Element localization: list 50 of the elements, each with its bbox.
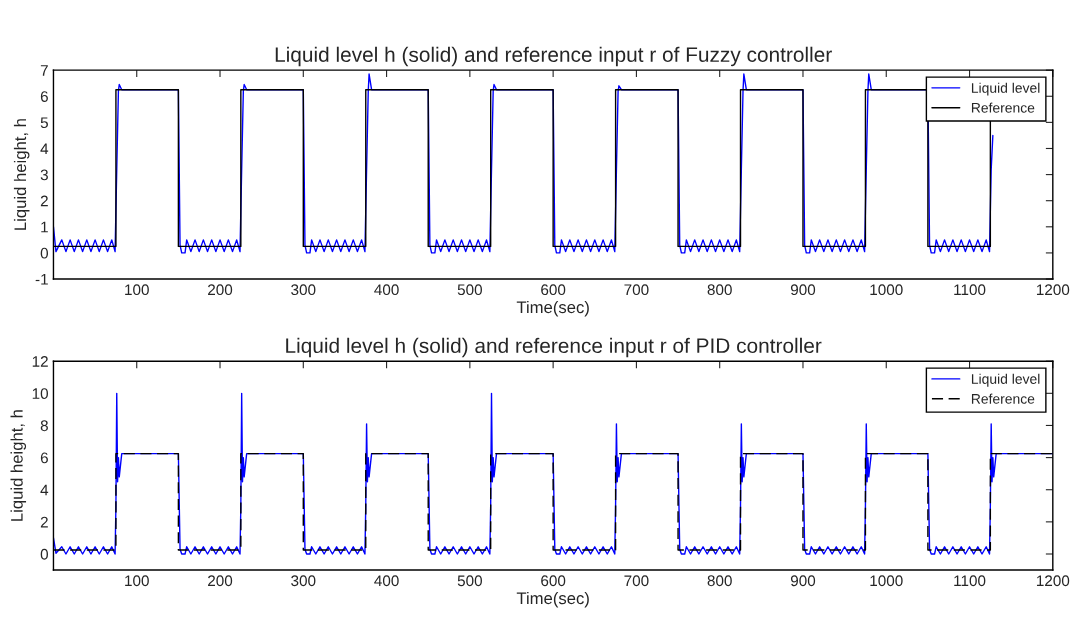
- legend-label: Liquid level: [971, 373, 1040, 387]
- y-tick-label: 4: [40, 143, 49, 155]
- x-tick-label: 300: [291, 284, 316, 296]
- y-tick-label: 7: [40, 65, 48, 76]
- x-tick-label: 800: [707, 284, 732, 296]
- x-tick-label: 700: [624, 575, 649, 587]
- x-tick-label: 1200: [1036, 284, 1070, 296]
- y-tick-label: 5: [40, 117, 48, 129]
- x-tick-label: 800: [707, 575, 732, 587]
- y-tick-label: -1: [35, 274, 48, 285]
- y-tick-label: 12: [32, 356, 48, 367]
- x-tick-label: 200: [208, 284, 233, 296]
- x-tick-label: 1000: [870, 284, 903, 296]
- legend-label: Liquid level: [971, 82, 1040, 96]
- x-tick-label: 500: [457, 284, 483, 296]
- x-tick-label: 1100: [954, 575, 986, 587]
- y-tick-label: 10: [32, 388, 48, 400]
- x-axis-title: Time(sec): [516, 300, 589, 317]
- y-tick-label: 6: [40, 452, 48, 464]
- x-tick-label: 500: [457, 575, 483, 587]
- x-tick-label: 1100: [954, 284, 986, 296]
- x-tick-label: 100: [125, 575, 149, 587]
- legend-label: Reference: [971, 393, 1035, 404]
- y-axis-title: Liquid height, h: [10, 410, 27, 521]
- x-tick-label: 900: [790, 575, 816, 587]
- chart-title: Liquid level h (solid) and reference input r of PID controller: [286, 337, 822, 358]
- x-tick-label: 200: [208, 575, 233, 587]
- y-tick-label: 0: [40, 548, 48, 560]
- x-tick-label: 1200: [1036, 575, 1070, 587]
- x-tick-label: 1000: [870, 575, 903, 587]
- x-tick-label: 600: [541, 575, 566, 587]
- legend-label: Reference: [971, 102, 1035, 113]
- y-tick-label: 2: [40, 516, 48, 528]
- y-tick-label: 8: [40, 420, 48, 432]
- x-tick-label: 600: [541, 284, 566, 296]
- y-tick-label: 4: [40, 484, 49, 496]
- x-tick-label: 300: [291, 575, 316, 587]
- x-tick-label: 100: [125, 284, 149, 296]
- x-tick-label: 900: [790, 284, 816, 296]
- y-axis-title: Liquid height, h: [13, 119, 30, 230]
- x-tick-label: 400: [374, 575, 399, 587]
- x-tick-label: 700: [624, 284, 649, 296]
- y-tick-label: 0: [40, 247, 48, 259]
- y-tick-label: 1: [41, 221, 48, 233]
- y-tick-label: 2: [40, 195, 48, 207]
- chart-title: Liquid level h (solid) and reference input r of Fuzzy controller: [275, 46, 832, 67]
- x-axis-title: Time(sec): [516, 591, 589, 608]
- x-tick-label: 400: [374, 284, 399, 296]
- y-tick-label: 3: [40, 169, 48, 181]
- y-tick-label: 6: [40, 91, 48, 102]
